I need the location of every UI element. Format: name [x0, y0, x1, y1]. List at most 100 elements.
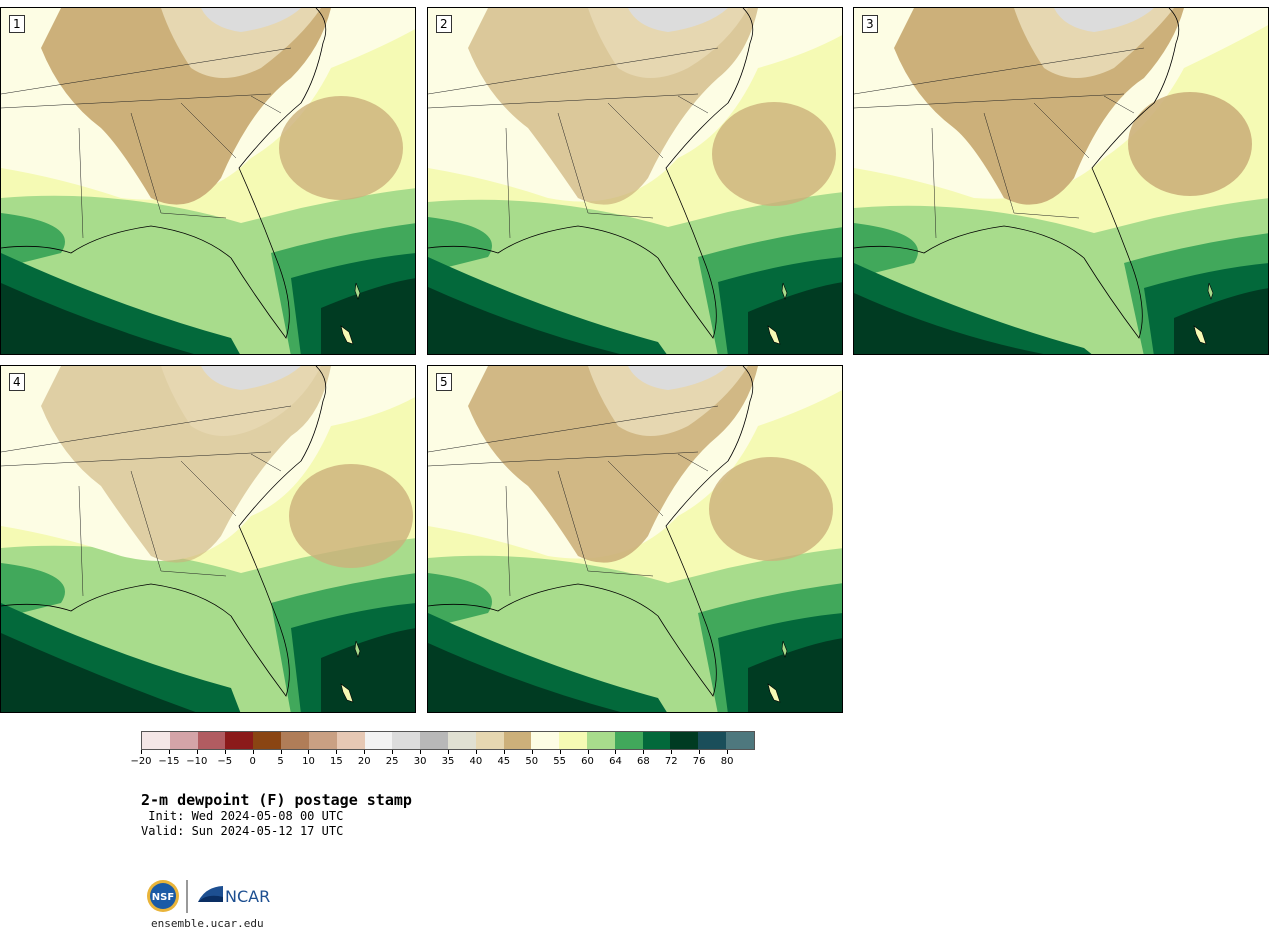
- panel-number: 2: [436, 15, 452, 33]
- panel-number: 1: [9, 15, 25, 33]
- colorbar-tick: [531, 750, 533, 754]
- dewpoint-25-zone: [201, 8, 301, 32]
- colorbar-tick: [643, 750, 645, 754]
- dewpoint-72-band: [1, 278, 415, 354]
- dewpoint-25-zone: [628, 8, 728, 32]
- colorbar-tick-label: 0: [249, 756, 256, 767]
- dewpoint-72-band: [854, 288, 1268, 354]
- coastline: [1, 8, 327, 339]
- map-panel-1: 1: [0, 7, 416, 355]
- colorbar-tick: [448, 750, 449, 754]
- bahamas-island: [781, 640, 788, 658]
- colorbar-tick-label: −10: [186, 756, 208, 767]
- colorbar-swatch: [670, 732, 699, 749]
- colorbar-swatch: [142, 732, 170, 749]
- dewpoint-25-zone: [201, 366, 301, 390]
- colorbar-tick-label: 72: [664, 756, 678, 767]
- colorbar-tick-label: 76: [692, 756, 706, 767]
- dewpoint-map-3: [854, 8, 1268, 354]
- coastline: [1, 366, 327, 697]
- valid-time: Valid: Sun 2024-05-12 17 UTC: [141, 824, 344, 838]
- colorbar-swatch: [253, 732, 282, 749]
- map-panel-5: 5: [427, 365, 843, 713]
- colorbar-swatch: [475, 732, 504, 749]
- bahamas-island: [1193, 325, 1207, 345]
- bahamas-island: [340, 325, 354, 345]
- panel-number: 5: [436, 373, 452, 391]
- bahamas-island: [767, 683, 781, 703]
- colorbar-labels: −20 −15 −10 −5 0 5 10 15 20 25 30 35 40 45 50 55 60 64 68 7…: [130, 756, 755, 770]
- colorbar-tick-label: 5: [277, 756, 284, 767]
- dewpoint-40-zone: [588, 8, 748, 78]
- colorbar-tick-label: 68: [636, 756, 650, 767]
- coastline: [428, 8, 754, 339]
- coastline: [854, 8, 1180, 339]
- colorbar-tick: [280, 750, 282, 754]
- map-panel-2: 2: [427, 7, 843, 355]
- site-url: ensemble.ucar.edu: [151, 917, 264, 930]
- init-time: Init: Wed 2024-05-08 00 UTC: [141, 809, 344, 823]
- colorbar-swatch: [225, 732, 254, 749]
- bahamas-island: [340, 683, 354, 703]
- colorbar-tick-label: 40: [469, 756, 483, 767]
- colorbar-tick: [727, 750, 729, 754]
- state-borders: [428, 47, 719, 239]
- colorbar-swatch: [364, 732, 393, 749]
- dewpoint-25-zone: [628, 366, 728, 390]
- dewpoint-72-band: [428, 282, 842, 354]
- colorbar-swatch: [447, 732, 476, 749]
- colorbar-tick-label: 35: [441, 756, 455, 767]
- colorbar-tick: [475, 750, 477, 754]
- colorbar-tick-label: −5: [217, 756, 233, 767]
- colorbar-swatch: [726, 732, 754, 749]
- colorbar-tick-label: 10: [302, 756, 315, 767]
- colorbar-tick: [224, 750, 226, 754]
- dewpoint-68-band: [854, 263, 1268, 354]
- svg-text:NCAR: NCAR: [225, 887, 270, 906]
- colorbar-swatch: [336, 732, 365, 749]
- state-borders: [428, 405, 719, 597]
- colorbar-tick: [168, 750, 170, 754]
- state-borders: [1, 405, 292, 597]
- offshore-dry-area: [712, 102, 836, 206]
- dewpoint-map-1: [1, 8, 415, 354]
- colorbar-tick: [559, 750, 561, 754]
- colorbar-swatch: [642, 732, 671, 749]
- offshore-dry-area: [1128, 92, 1252, 196]
- colorbar-tick: [196, 750, 198, 754]
- colorbar-swatch: [392, 732, 421, 749]
- dewpoint-40-zone: [588, 366, 748, 436]
- colorbar-swatch: [503, 732, 532, 749]
- colorbar-tick-label: 15: [329, 756, 343, 767]
- colorbar-swatch: [308, 732, 337, 749]
- colorbar-tick-label: 64: [609, 756, 622, 767]
- colorbar-swatch: [559, 732, 587, 749]
- colorbar-swatch: [281, 732, 309, 749]
- panel-number: 4: [9, 373, 25, 391]
- colorbar-ticks: [141, 750, 755, 755]
- dewpoint-40-zone: [161, 8, 321, 78]
- colorbar-swatch: [420, 732, 448, 749]
- dewpoint-40-zone: [1014, 8, 1174, 78]
- dewpoint-25-zone: [1054, 8, 1154, 32]
- colorbar-tick: [420, 750, 422, 754]
- colorbar-tick-label: 20: [357, 756, 371, 767]
- state-borders: [854, 47, 1145, 239]
- colorbar-swatch: [169, 732, 198, 749]
- bahamas-island: [1207, 282, 1214, 300]
- nsf-ncar-logos: NSF NCAR: [147, 880, 270, 913]
- colorbar-swatch: [614, 732, 643, 749]
- colorbar-tick: [503, 750, 505, 754]
- colorbar-tick: [671, 750, 673, 754]
- offshore-dry-area: [709, 457, 833, 561]
- dewpoint-map-2: [428, 8, 842, 354]
- colorbar-tick: [699, 750, 701, 754]
- map-panel-4: 4: [0, 365, 416, 713]
- colorbar-tick-label: 60: [581, 756, 594, 767]
- colorbar-tick-label: 80: [720, 756, 734, 767]
- svg-text:NSF: NSF: [152, 892, 174, 903]
- colorbar-tick-label: −20: [130, 756, 152, 767]
- dewpoint-40-zone: [161, 366, 321, 436]
- colorbar-swatch: [698, 732, 727, 749]
- nsf-logo: NSF: [147, 880, 179, 912]
